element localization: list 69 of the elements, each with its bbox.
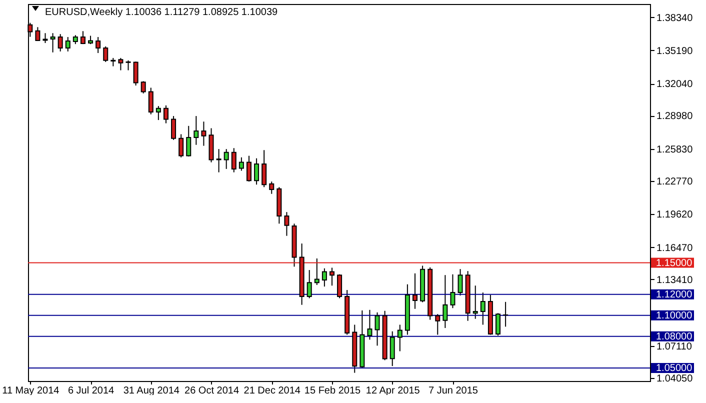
- candlestick: [80, 30, 86, 45]
- candlestick: [390, 330, 395, 367]
- candlestick: [171, 116, 176, 140]
- candlestick: [374, 312, 380, 346]
- candlestick: [231, 148, 236, 173]
- candlestick: [126, 60, 131, 71]
- candlestick: [472, 285, 478, 320]
- x-tick-label: 21 Dec 2014: [244, 386, 301, 396]
- candlestick: [163, 104, 168, 124]
- y-tick-label: 1.32040: [656, 79, 694, 90]
- y-tick-label: 1.04050: [656, 373, 694, 384]
- candlestick: [50, 32, 56, 53]
- candlestick: [322, 268, 327, 288]
- candlestick: [284, 212, 290, 236]
- candlestick: [103, 46, 108, 62]
- candlestick: [238, 156, 244, 172]
- x-tick-label: 6 Jul 2014: [68, 386, 115, 396]
- x-tick-label: 26 Oct 2014: [184, 386, 240, 396]
- candlestick: [397, 324, 402, 352]
- candlestick: [435, 314, 440, 336]
- candlestick: [58, 34, 63, 52]
- candlestick: [201, 121, 206, 146]
- candlestick: [118, 57, 124, 71]
- ref-line-label: 1.12000: [656, 289, 693, 300]
- candlestick: [337, 274, 342, 299]
- candlestick: [269, 181, 274, 194]
- candlestick: [458, 268, 463, 296]
- candlestick: [65, 36, 70, 52]
- y-tick-label: 1.38340: [656, 12, 694, 24]
- y-tick-label: 1.13410: [656, 274, 694, 286]
- candlestick: [133, 61, 138, 86]
- y-tick-label: 1.22770: [656, 176, 694, 188]
- x-tick-label: 15 Feb 2015: [304, 386, 362, 396]
- ref-line-label: 1.15000: [656, 258, 693, 269]
- candlestick: [442, 274, 448, 328]
- candlestick: [194, 116, 199, 146]
- ref-line-label: 1.10000: [656, 310, 693, 322]
- candlestick: [224, 148, 229, 170]
- candlestick: [96, 36, 101, 54]
- candlestick: [216, 148, 222, 173]
- ref-line-label: 1.05000: [656, 362, 693, 374]
- candlestick: [496, 312, 501, 336]
- ref-line-label: 1.08000: [656, 331, 693, 342]
- candlestick: [503, 301, 508, 328]
- candlestick: [450, 274, 456, 309]
- chart-title: EURUSD,Weekly 1.10036 1.11279 1.08925 1.10039: [45, 7, 278, 18]
- candlestick: [314, 258, 320, 286]
- y-tick-label: 1.25830: [656, 144, 694, 156]
- y-tick-label: 1.19620: [656, 210, 694, 221]
- candlestick: [329, 267, 334, 286]
- candlestick: [148, 87, 154, 115]
- candlestick: [480, 292, 486, 326]
- candlestick: [186, 125, 192, 157]
- candlestick: [140, 80, 146, 94]
- candlestick: [42, 32, 48, 44]
- y-tick-label: 1.35190: [656, 46, 694, 57]
- candlestick: [35, 26, 40, 42]
- x-tick-label: 7 Jun 2015: [428, 386, 478, 396]
- candlestick: [178, 134, 184, 158]
- candlestick: [306, 270, 312, 299]
- candlestick: [412, 272, 418, 310]
- y-tick-label: 1.07110: [656, 341, 692, 352]
- y-tick-label: 1.16470: [656, 242, 694, 254]
- y-tick-label: 1.28980: [656, 111, 694, 122]
- candlestick: [262, 150, 267, 188]
- candlestick: [254, 158, 260, 186]
- candlestick: [156, 106, 161, 121]
- candlestick: [367, 309, 372, 340]
- candlestick: [246, 155, 252, 182]
